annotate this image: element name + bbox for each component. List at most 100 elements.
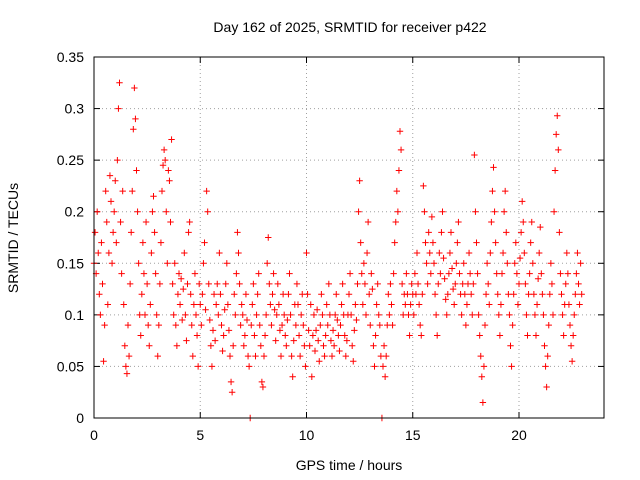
data-point (336, 347, 343, 355)
data-point (269, 291, 276, 298)
data-point (183, 337, 190, 344)
data-point (139, 239, 147, 246)
data-point (415, 301, 423, 308)
data-point (444, 291, 452, 298)
data-point (370, 342, 377, 349)
data-point (532, 332, 540, 339)
data-point (166, 177, 173, 184)
data-point (333, 291, 340, 298)
data-point (181, 249, 188, 257)
data-point (304, 291, 311, 298)
data-point (233, 270, 240, 277)
data-point (271, 306, 278, 313)
data-point (116, 79, 123, 86)
data-point (138, 291, 146, 298)
data-point (358, 270, 365, 277)
data-point (427, 270, 435, 277)
data-point (350, 358, 357, 365)
data-point (335, 332, 342, 339)
data-point (541, 342, 548, 349)
data-point (313, 306, 321, 313)
data-point (381, 373, 389, 380)
data-point (174, 291, 182, 298)
data-point (211, 337, 219, 344)
data-point (263, 260, 271, 267)
data-point (373, 301, 380, 308)
data-point (442, 296, 449, 303)
data-point (133, 167, 140, 174)
data-point (500, 208, 508, 215)
data-point (210, 291, 218, 298)
data-point (433, 332, 441, 339)
data-point (419, 291, 426, 298)
data-point (550, 208, 558, 215)
data-point (567, 342, 575, 349)
data-point (268, 321, 275, 329)
data-point (114, 156, 121, 164)
data-point (355, 208, 362, 215)
data-point (296, 352, 304, 360)
data-point (185, 229, 192, 236)
x-tick-label: 15 (405, 427, 421, 443)
data-point (431, 291, 439, 298)
data-point (545, 321, 552, 329)
data-point (538, 270, 545, 277)
data-point (426, 249, 433, 257)
data-point (177, 275, 185, 282)
data-point (474, 270, 481, 277)
data-point (227, 378, 235, 386)
data-point (449, 285, 457, 293)
data-point (205, 280, 212, 288)
x-tick-label: 10 (299, 427, 315, 443)
data-point (164, 260, 171, 267)
data-point (512, 239, 520, 246)
data-point (546, 291, 554, 298)
data-point (492, 239, 499, 246)
data-point (122, 363, 130, 370)
data-point (386, 311, 393, 319)
data-point (232, 311, 239, 319)
data-point (173, 342, 181, 349)
data-point (516, 254, 524, 262)
data-point (498, 270, 506, 277)
data-point (191, 270, 199, 277)
data-point (458, 311, 465, 319)
data-point (410, 311, 418, 319)
data-point (165, 167, 172, 174)
data-point (544, 352, 551, 360)
data-point (314, 337, 322, 344)
data-point (397, 146, 405, 154)
data-point (325, 280, 333, 288)
data-point (522, 280, 529, 288)
data-point (201, 239, 208, 246)
data-point (132, 115, 139, 123)
y-tick-label: 0 (76, 410, 84, 426)
data-point (388, 301, 395, 308)
data-point (562, 280, 569, 288)
data-point (206, 316, 214, 324)
data-point (202, 306, 209, 313)
data-point (277, 352, 285, 360)
data-point (494, 291, 501, 298)
data-point (178, 316, 186, 324)
data-point (203, 187, 210, 195)
data-point (526, 270, 533, 277)
data-point (154, 352, 161, 360)
data-point (221, 306, 228, 313)
data-point (224, 301, 232, 308)
data-point (220, 332, 227, 339)
data-point (113, 239, 120, 246)
data-point (556, 229, 563, 236)
x-tick-label: 5 (196, 427, 204, 443)
data-point (345, 291, 353, 298)
data-point (453, 260, 460, 267)
data-point (305, 327, 312, 334)
data-point (341, 332, 348, 339)
data-point (507, 342, 514, 349)
data-point (321, 352, 328, 360)
data-point (146, 342, 153, 349)
data-point (407, 301, 414, 308)
x-tick-label: 20 (511, 427, 527, 443)
data-point (293, 280, 301, 288)
data-point (130, 126, 137, 133)
